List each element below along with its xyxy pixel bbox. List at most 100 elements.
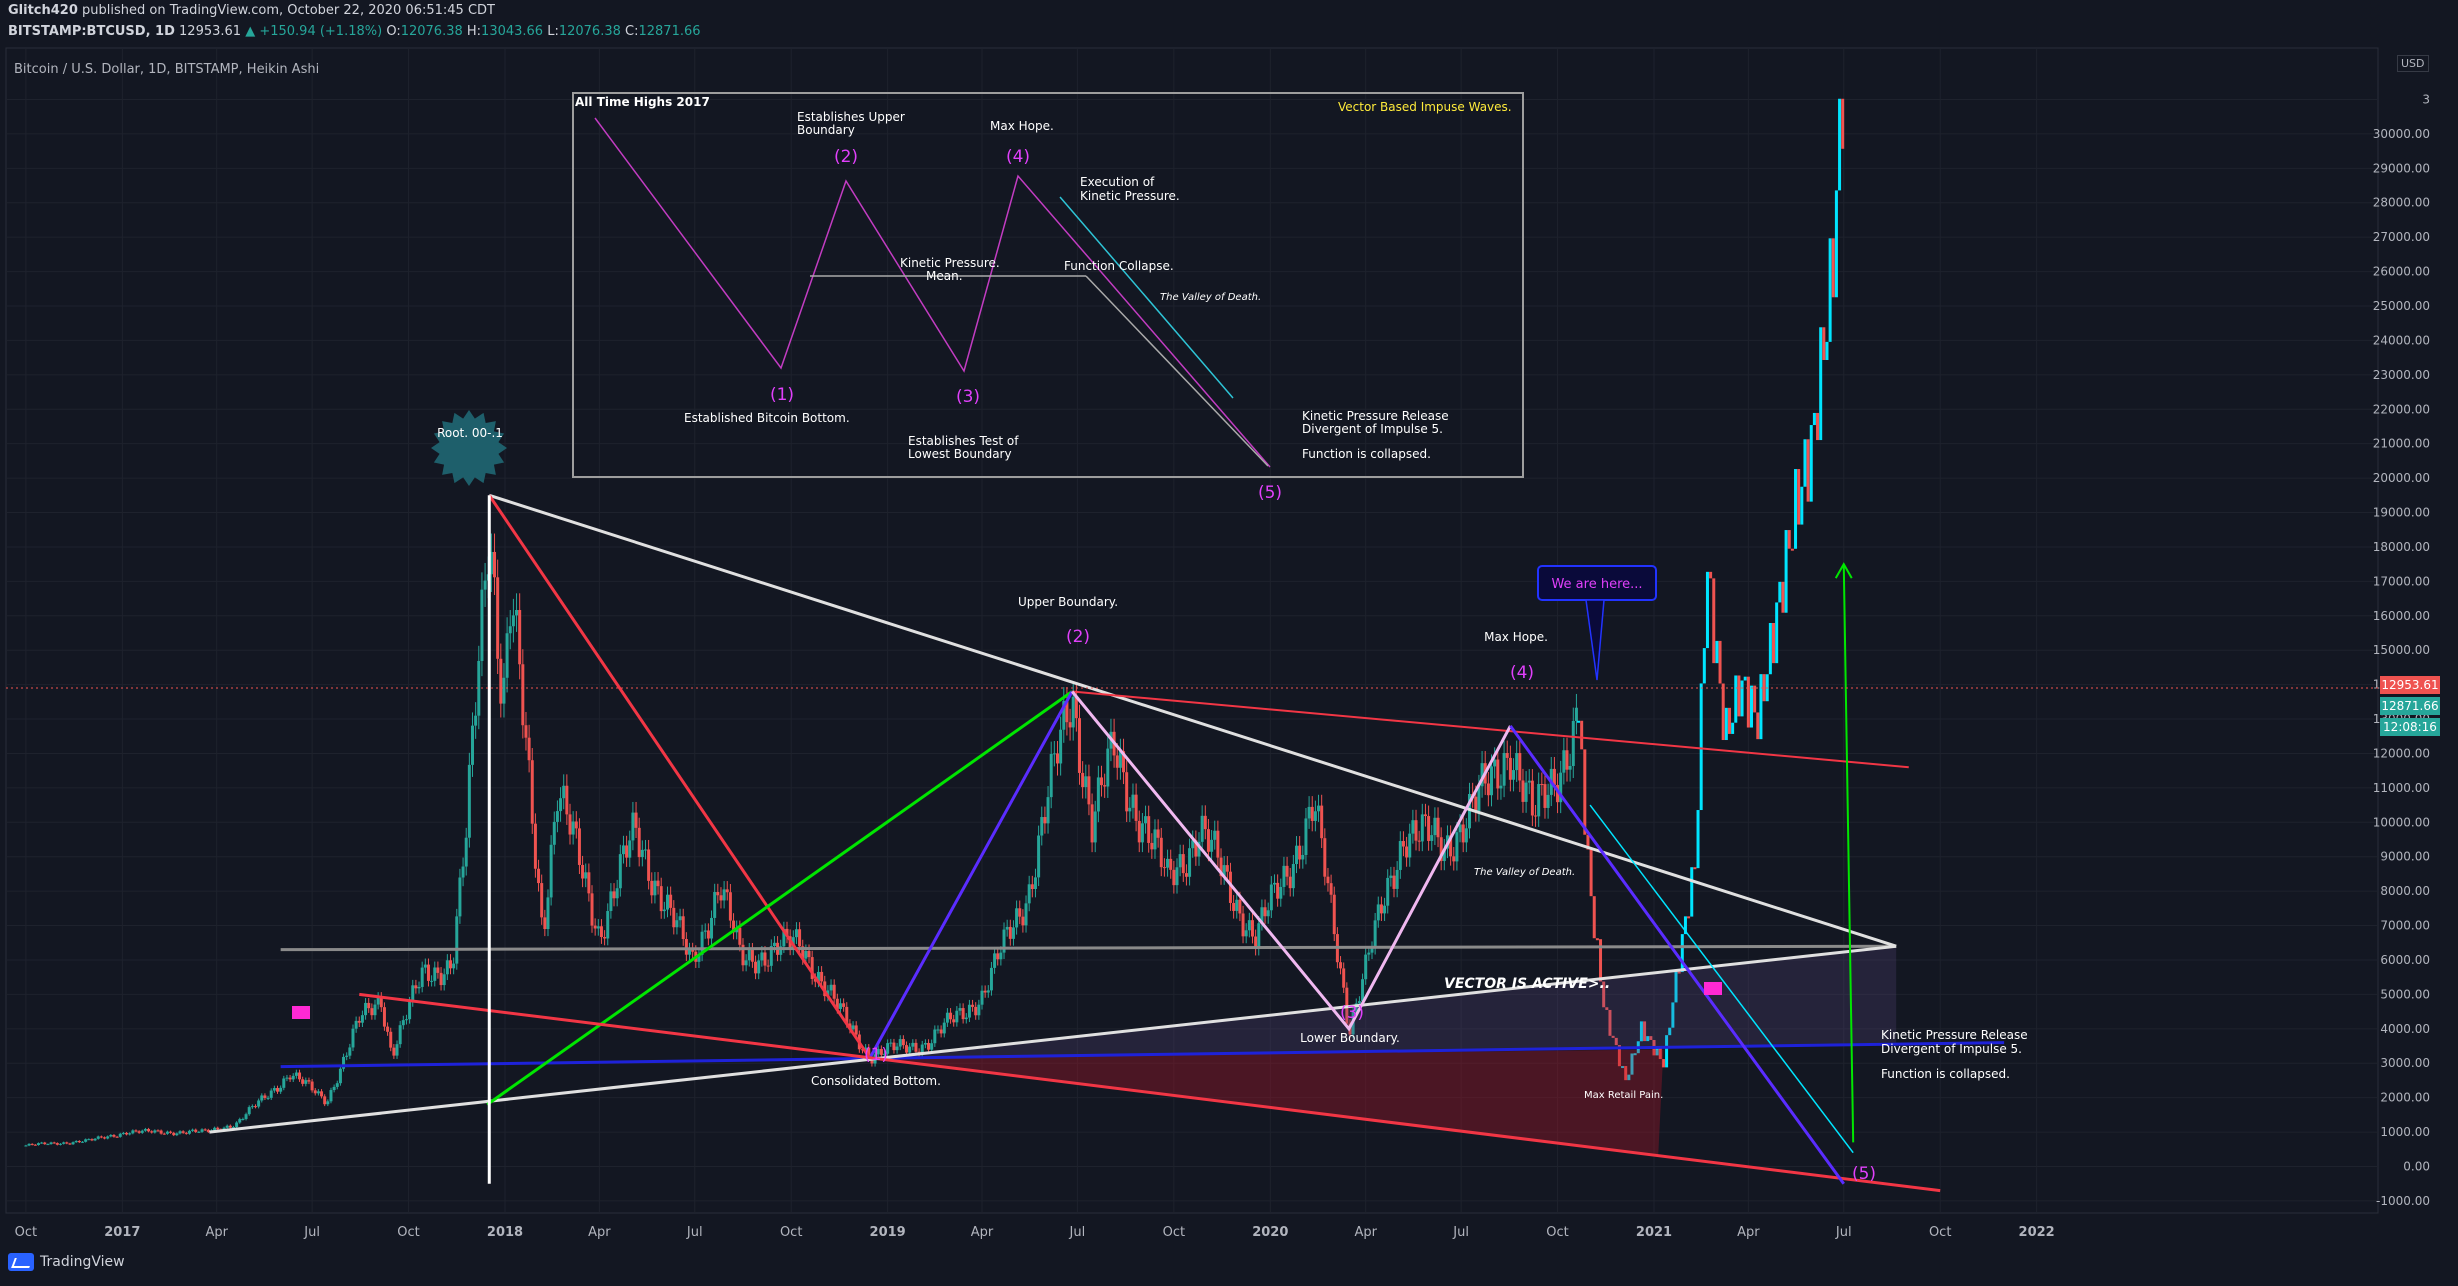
- wave-label: (5): [1852, 1164, 1876, 1184]
- forecast-candle: [1602, 981, 1606, 1008]
- candle-body: [1398, 841, 1402, 870]
- candle-body: [1096, 777, 1100, 812]
- candle-body: [1467, 793, 1471, 829]
- candle-body: [93, 1138, 97, 1141]
- candle-body: [1191, 840, 1195, 849]
- forecast-candle: [1702, 648, 1706, 684]
- candle-body: [1250, 920, 1254, 937]
- forecast-candle: [1677, 971, 1681, 974]
- candle-body: [1298, 845, 1302, 860]
- candle-body: [1166, 858, 1170, 868]
- candle-body: [1210, 839, 1214, 852]
- tradingview-logo[interactable]: TradingView: [8, 1253, 125, 1271]
- candle-body: [474, 715, 478, 726]
- candle-body: [404, 1019, 408, 1021]
- candle-body: [1011, 927, 1015, 939]
- candle-body: [876, 1048, 880, 1055]
- forecast-candle: [1693, 867, 1697, 870]
- price-tick-label: 29000.00: [2373, 161, 2430, 175]
- candle-body: [1367, 952, 1371, 955]
- candle-body: [1052, 753, 1056, 755]
- candle-body: [62, 1142, 66, 1144]
- price-tick-label: 3000.00: [2380, 1056, 2430, 1070]
- candle-body: [68, 1143, 72, 1145]
- forecast-candle: [1690, 867, 1694, 917]
- forecast-candle: [1586, 834, 1590, 850]
- forecast-candle: [1630, 1053, 1634, 1075]
- forecast-candle: [1753, 685, 1757, 713]
- candle-body: [562, 785, 566, 799]
- price-tick-label: 2000.00: [2380, 1091, 2430, 1105]
- candle-body: [1040, 817, 1044, 836]
- candle-body: [40, 1142, 44, 1144]
- candle-body: [549, 844, 553, 898]
- candle-body: [43, 1142, 47, 1145]
- candle-body: [782, 928, 786, 947]
- candle-body: [794, 929, 798, 938]
- candle-body: [1379, 904, 1383, 914]
- time-tick-label: Jul: [303, 1225, 320, 1240]
- candle-body: [159, 1130, 163, 1134]
- candle-body: [1175, 867, 1179, 886]
- candle-body: [1159, 837, 1163, 868]
- forecast-candle: [1834, 190, 1838, 298]
- candle-body: [398, 1025, 402, 1045]
- candle-body: [1505, 752, 1509, 758]
- forecast-candle: [1784, 530, 1788, 613]
- candle-body: [1389, 875, 1393, 878]
- time-axis[interactable]: Oct 2017 Apr Jul Oct 2018 Apr Jul Oct 2019 Apr Jul O…: [15, 1225, 2055, 1240]
- forecast-candle: [1671, 1002, 1675, 1028]
- candle-body: [936, 1029, 940, 1031]
- candle-body: [883, 1053, 887, 1055]
- candle-body: [169, 1131, 173, 1133]
- candle-body: [631, 812, 635, 841]
- time-tick-label: Apr: [588, 1225, 611, 1240]
- candle-body: [357, 1020, 361, 1023]
- candle-body: [477, 660, 481, 716]
- candle-body: [1140, 823, 1144, 843]
- function-collapsed-label: Function is collapsed.: [1881, 1067, 2010, 1081]
- candle-body: [772, 942, 776, 947]
- candle-body: [197, 1131, 201, 1133]
- candle-body: [1068, 722, 1072, 728]
- candle-body: [986, 990, 990, 993]
- candle-body: [505, 633, 509, 678]
- candle-body: [395, 1044, 399, 1056]
- forecast-candle: [1812, 412, 1816, 426]
- candle-body: [483, 580, 487, 590]
- candle-body: [244, 1114, 248, 1119]
- gray-mean-line: [280, 944, 1897, 952]
- candle-body: [1122, 751, 1126, 773]
- forecast-candle: [1680, 934, 1684, 973]
- price-tick-label: 9000.00: [2380, 850, 2430, 864]
- candle-body: [1030, 884, 1034, 890]
- candle-body: [675, 920, 679, 928]
- close-value: 12871.66: [638, 24, 701, 39]
- candle-body: [1074, 696, 1078, 719]
- high-label: H:: [466, 24, 482, 39]
- candle-body: [373, 1004, 377, 1016]
- blue-rise-line: [868, 690, 1074, 1059]
- forecast-candle: [1838, 98, 1842, 191]
- price-tick-label: 0.00: [2403, 1160, 2430, 1174]
- candle-body: [1401, 841, 1405, 847]
- candle-body: [1200, 815, 1204, 842]
- candle-body: [1203, 815, 1207, 830]
- candle-body: [231, 1127, 235, 1129]
- candle-body: [798, 929, 802, 947]
- author-name[interactable]: Glitch420: [8, 3, 78, 18]
- candle-body: [1326, 876, 1330, 884]
- candle-body: [386, 1026, 390, 1032]
- candle-body: [1323, 838, 1327, 877]
- candle-body: [203, 1129, 207, 1131]
- candle-body: [559, 798, 563, 812]
- currency-label[interactable]: USD: [2397, 55, 2429, 72]
- candle-body: [499, 658, 503, 704]
- candle-body: [351, 1028, 355, 1048]
- candle-body: [1562, 750, 1566, 773]
- blue-horizontal-line: [280, 1041, 2005, 1069]
- candle-body: [1313, 811, 1317, 821]
- price-axis[interactable]: 3 30000.00 29000.00 28000.00 27000.00 26000.0…: [6, 92, 2440, 1208]
- forecast-candle: [1589, 849, 1593, 897]
